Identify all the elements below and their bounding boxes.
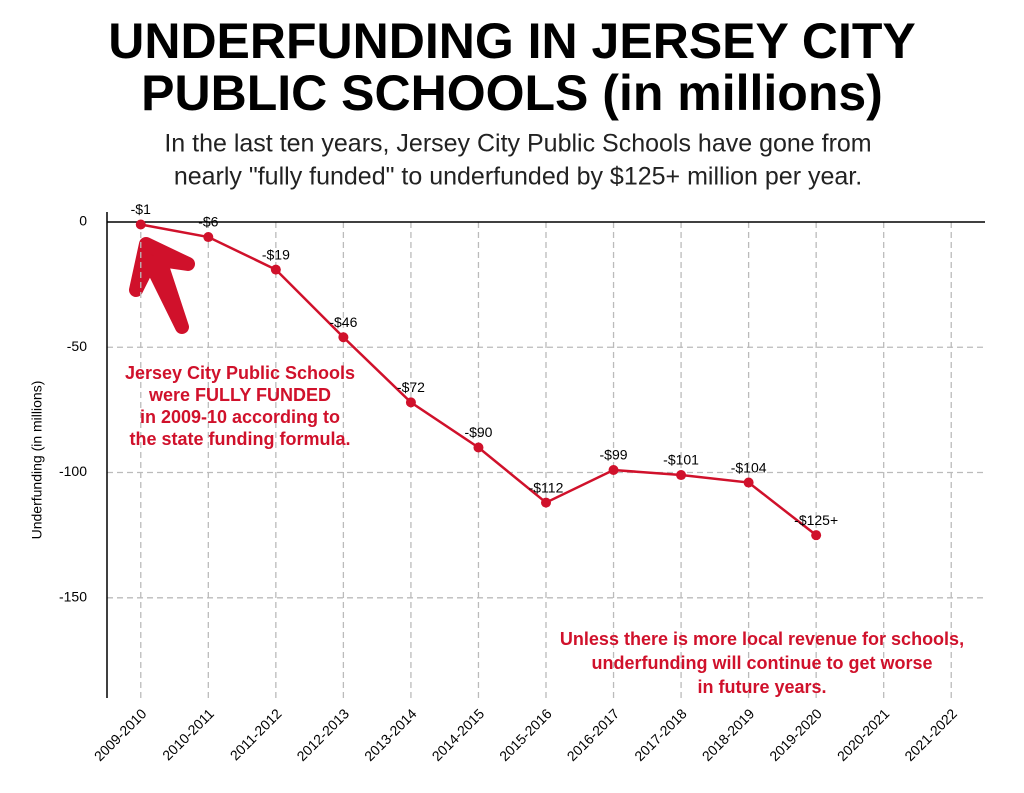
y-tick-label: -150	[59, 588, 87, 604]
data-label: -$104	[731, 459, 767, 475]
y-tick-label: 0	[79, 213, 87, 229]
point	[541, 497, 551, 508]
annotation: the state funding formula.	[129, 429, 350, 449]
arrow	[129, 237, 195, 334]
annotation: were FULLY FUNDED	[148, 385, 331, 405]
x-tick-label: 2018-2019	[699, 705, 758, 764]
data-label: -$112	[529, 479, 564, 495]
chart-subtitle: nearly "fully funded" to underfunded by …	[174, 163, 862, 191]
chart-title: UNDERFUNDING IN JERSEY CITY	[108, 13, 916, 69]
data-label: -$99	[600, 447, 628, 463]
x-tick-label: 2021-2022	[901, 705, 960, 764]
x-tick-label: 2016-2017	[564, 705, 623, 764]
point	[743, 477, 754, 488]
point	[811, 530, 822, 541]
x-tick-label: 2013-2014	[361, 705, 420, 764]
x-tick-label: 2014-2015	[429, 705, 488, 764]
data-label: -$6	[198, 214, 218, 230]
point	[608, 465, 619, 476]
point	[473, 442, 484, 453]
y-tick-label: -100	[59, 463, 87, 479]
data-label: -$101	[663, 452, 699, 468]
point	[270, 264, 281, 275]
x-tick-label: 2011-2012	[227, 705, 285, 763]
data-label: -$1	[131, 201, 151, 217]
point	[338, 332, 349, 343]
annotation: Unless there is more local revenue for s…	[560, 629, 964, 649]
x-tick-label: 2017-2018	[631, 705, 690, 764]
chart-title: PUBLIC SCHOOLS (in millions)	[141, 65, 883, 121]
annotation: in future years.	[697, 677, 826, 697]
data-label: -$72	[397, 379, 425, 395]
point	[135, 219, 146, 230]
x-tick-label: 2015-2016	[496, 705, 555, 764]
x-tick-label: 2009-2010	[91, 705, 150, 764]
data-label: -$90	[464, 424, 492, 440]
point	[203, 232, 214, 243]
y-tick-label: -50	[67, 338, 87, 354]
annotation: in 2009-10 according to	[140, 407, 340, 427]
data-label: -$125+	[794, 512, 838, 528]
x-tick-label: 2019-2020	[766, 705, 825, 764]
x-tick-label: 2012-2013	[293, 705, 352, 764]
annotation: underfunding will continue to get worse	[592, 653, 933, 673]
data-label: -$46	[329, 314, 357, 330]
annotation: Jersey City Public Schools	[125, 363, 355, 383]
y-axis-label: Underfunding (in millions)	[29, 381, 45, 540]
chart-subtitle: In the last ten years, Jersey City Publi…	[164, 130, 871, 158]
x-tick-label: 2020-2021	[834, 705, 893, 764]
point	[676, 470, 687, 481]
x-tick-label: 2010-2011	[159, 705, 217, 763]
data-label: -$19	[262, 246, 290, 262]
point	[405, 397, 416, 408]
